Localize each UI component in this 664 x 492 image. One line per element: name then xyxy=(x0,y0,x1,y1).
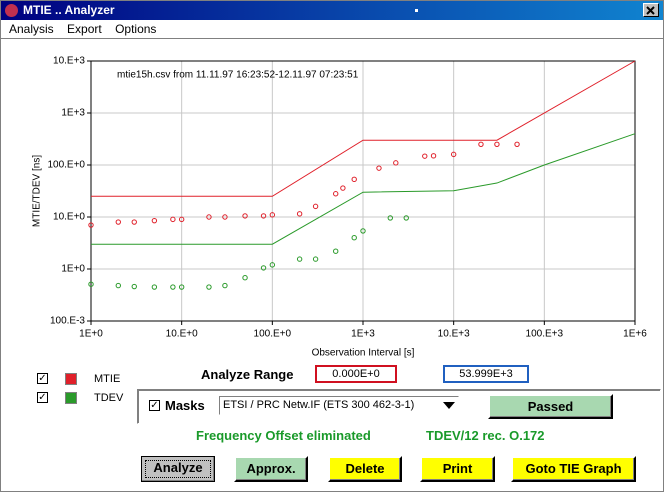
title-bar: MTIE .. Analyzer xyxy=(1,1,663,20)
x-tick-label: 10.E+0 xyxy=(166,329,198,340)
close-icon xyxy=(646,6,655,15)
data-point xyxy=(360,228,366,234)
menu-item[interactable]: Analysis xyxy=(9,22,54,36)
legend-swatch xyxy=(65,392,77,404)
data-point xyxy=(131,283,137,290)
app-icon xyxy=(5,4,18,17)
data-point xyxy=(88,222,94,228)
analyze-button[interactable]: Analyze xyxy=(141,456,215,482)
goto-tie-button[interactable]: Goto TIE Graph xyxy=(511,456,636,482)
y-tick-label: 10.E+3 xyxy=(53,56,85,67)
mask-selection: ETSI / PRC Netw.IF (ETS 300 462-3-1) xyxy=(223,399,415,411)
analyze-range-label: Analyze Range xyxy=(201,367,294,382)
legend-label: TDEV xyxy=(94,392,124,404)
data-point xyxy=(115,219,121,225)
data-point xyxy=(450,151,457,158)
chart: mtie15h.csv from 11.11.97 16:23:52-12.11… xyxy=(32,56,648,359)
x-tick-label: 100.E+3 xyxy=(526,329,564,340)
mask-dropdown[interactable]: ETSI / PRC Netw.IF (ETS 300 462-3-1) xyxy=(219,396,459,415)
data-point xyxy=(376,165,382,171)
masks-label: Masks xyxy=(165,398,205,413)
y-tick-label: 10.E+0 xyxy=(53,212,85,223)
x-tick-label: 100.E+0 xyxy=(254,329,292,340)
print-button[interactable]: Print xyxy=(420,456,495,482)
data-point xyxy=(206,284,212,290)
data-point xyxy=(151,217,158,224)
data-point xyxy=(494,141,500,148)
mask-line xyxy=(91,60,636,197)
data-point xyxy=(115,282,121,289)
menu-item[interactable]: Options xyxy=(115,22,157,36)
status-text: TDEV/12 rec. O.172 xyxy=(426,428,545,443)
x-tick-label: 1E+6 xyxy=(623,329,647,340)
data-point xyxy=(478,141,484,148)
data-point xyxy=(242,275,248,281)
title-dot xyxy=(415,9,418,12)
delete-button[interactable]: Delete xyxy=(328,456,402,482)
x-tick-label: 1E+0 xyxy=(79,329,103,340)
legend-checkbox[interactable]: ✓ xyxy=(37,373,48,384)
data-point xyxy=(296,256,303,262)
close-button[interactable] xyxy=(643,3,659,17)
mask-group xyxy=(137,389,661,424)
data-point xyxy=(403,215,409,221)
data-point xyxy=(222,282,228,289)
dropdown-arrow xyxy=(443,402,455,409)
data-point xyxy=(269,212,276,218)
data-point xyxy=(296,211,303,217)
data-point xyxy=(151,284,158,290)
x-axis-label: Observation Interval [s] xyxy=(312,348,415,359)
approx-button[interactable]: Approx. xyxy=(234,456,308,482)
data-point xyxy=(340,185,346,191)
data-point xyxy=(170,216,176,223)
data-point xyxy=(333,248,339,254)
legend-label: MTIE xyxy=(94,373,121,385)
data-point xyxy=(222,214,228,220)
masks-checkbox[interactable]: ✓ xyxy=(149,400,160,411)
data-point xyxy=(422,153,428,159)
y-tick-label: 100.E+0 xyxy=(47,160,85,171)
y-tick-label: 1E+3 xyxy=(61,108,85,119)
data-point xyxy=(242,213,248,219)
data-point xyxy=(269,262,276,268)
mask-line xyxy=(91,133,636,245)
data-point xyxy=(351,176,357,183)
menu-item[interactable]: Export xyxy=(67,22,102,36)
x-tick-label: 10.E+3 xyxy=(438,329,470,340)
data-point xyxy=(178,216,185,223)
data-point xyxy=(514,141,520,148)
range-start-input[interactable]: 0.000E+0 xyxy=(315,365,397,383)
status-text: Frequency Offset eliminated xyxy=(196,428,371,443)
data-point xyxy=(312,203,319,210)
legend-checkbox[interactable]: ✓ xyxy=(37,392,48,403)
data-point xyxy=(170,284,176,290)
data-point xyxy=(178,284,185,290)
y-tick-label: 1E+0 xyxy=(61,264,85,275)
window-title: MTIE .. Analyzer xyxy=(23,3,115,17)
chart-annotation: mtie15h.csv from 11.11.97 16:23:52-12.11… xyxy=(117,70,359,81)
y-tick-label: 100.E-3 xyxy=(50,316,85,327)
data-point xyxy=(260,265,267,271)
data-point xyxy=(351,234,357,241)
data-point xyxy=(430,153,437,159)
data-point xyxy=(333,191,339,197)
data-point xyxy=(88,281,94,287)
legend-swatch xyxy=(65,373,77,385)
data-point xyxy=(206,214,212,220)
data-point xyxy=(131,219,137,225)
range-end-input[interactable]: 53.999E+3 xyxy=(443,365,529,383)
y-axis-label: MTIE/TDEV [ns] xyxy=(32,155,43,227)
menu-bar: Analysis Export Options xyxy=(1,21,663,38)
data-point xyxy=(312,256,319,262)
result-indicator: Passed xyxy=(488,394,613,419)
x-tick-label: 1E+3 xyxy=(351,329,375,340)
menu-separator xyxy=(1,38,663,39)
data-point xyxy=(387,215,393,221)
data-point xyxy=(393,160,399,166)
data-point xyxy=(260,213,267,219)
